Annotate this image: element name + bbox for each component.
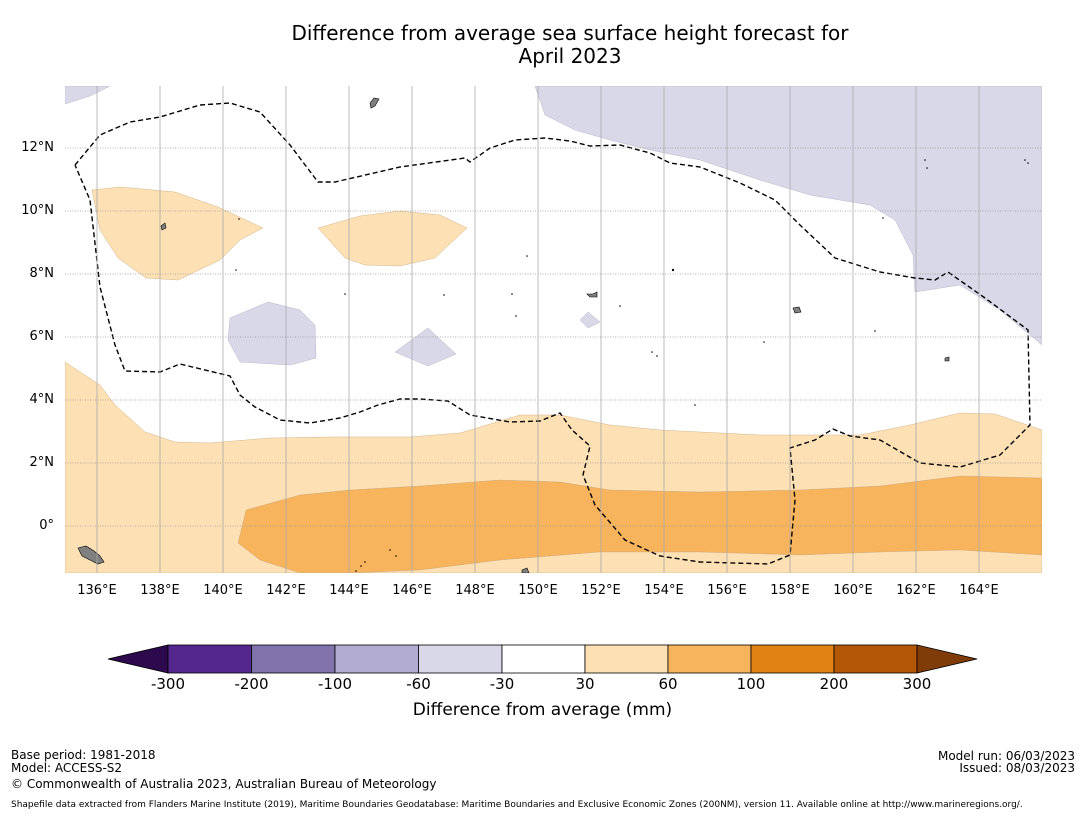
- lon-label-158e: 158°E: [770, 583, 810, 598]
- lon-label-162e: 162°E: [896, 583, 936, 598]
- lon-label-136e: 136°E: [77, 583, 117, 598]
- small-atolls: [235, 159, 1029, 572]
- shapefile-attribution: Shapefile data extracted from Flanders M…: [11, 800, 1023, 810]
- lon-label-148e: 148°E: [455, 583, 495, 598]
- eez-boundary: [74, 102, 1031, 565]
- anomaly-region-minus30-60-northwest: [65, 86, 111, 105]
- lon-label-142e: 142°E: [266, 583, 306, 598]
- anomaly-region-minus30-60-west: [227, 301, 317, 366]
- anomaly-region-30-60-central: [317, 210, 468, 267]
- lat-label-0: 0°: [39, 518, 54, 533]
- model-run-text: Model run: 06/03/2023: [937, 749, 1075, 763]
- colorbar-extend-low: [107, 644, 169, 674]
- colorbar-swatch-1: [167, 644, 252, 674]
- model-text: Model: ACCESS-S2: [11, 761, 123, 775]
- colorbar: [107, 644, 978, 674]
- island-pohnpei: [792, 306, 802, 314]
- copyright-text: © Commonwealth of Australia 2023, Austra…: [11, 777, 437, 791]
- lat-label-10n: 10°N: [21, 203, 54, 218]
- lon-label-150e: 150°E: [518, 583, 558, 598]
- anomaly-region-minus30-60-central: [394, 327, 457, 367]
- colorbar-swatch-2: [251, 644, 336, 674]
- issued-text: Issued: 08/03/2023: [959, 761, 1075, 775]
- title-line-1: Difference from average sea surface heig…: [291, 21, 849, 45]
- lat-label-12n: 12°N: [21, 140, 54, 155]
- lon-label-156e: 156°E: [707, 583, 747, 598]
- colorbar-swatch-8: [750, 644, 835, 674]
- colorbar-tick-100: 100: [736, 675, 766, 693]
- colorbar-tick-minus30: -30: [489, 675, 515, 693]
- meridians: [96, 86, 980, 573]
- base-period-text: Base period: 1981-2018: [11, 748, 156, 762]
- island-guam: [369, 97, 380, 109]
- anomaly-region-30-60-west: [91, 186, 264, 281]
- colorbar-tick-minus300: -300: [150, 675, 186, 693]
- colorbar-tick-minus100: -100: [317, 675, 353, 693]
- colorbar-swatch-9: [833, 644, 918, 674]
- island-palau: [77, 545, 105, 565]
- island-chuuk: [586, 291, 598, 298]
- lon-label-140e: 140°E: [203, 583, 243, 598]
- colorbar-tick-60: 60: [658, 675, 678, 693]
- colorbar-title: Difference from average (mm): [412, 700, 673, 720]
- lon-label-154e: 154°E: [644, 583, 684, 598]
- lat-label-8n: 8°N: [29, 266, 55, 281]
- map-title: Difference from average sea surface heig…: [0, 22, 1085, 68]
- lon-label-146e: 146°E: [392, 583, 432, 598]
- lat-label-4n: 4°N: [29, 392, 55, 407]
- colorbar-tick-200: 200: [819, 675, 849, 693]
- colorbar-swatch-4: [418, 644, 503, 674]
- colorbar-tick-300: 300: [902, 675, 932, 693]
- colorbar-tick-minus200: -200: [234, 675, 269, 693]
- colorbar-tick-minus60: -60: [406, 675, 431, 693]
- colorbar-swatch-7: [667, 644, 752, 674]
- title-line-2: April 2023: [518, 44, 622, 68]
- anomaly-region-minus30-60-small: [579, 311, 601, 329]
- lon-label-138e: 138°E: [140, 583, 180, 598]
- lat-label-6n: 6°N: [29, 329, 55, 344]
- anomaly-region-minus30-60-northeast: [534, 86, 1042, 346]
- colorbar-swatch-3: [334, 644, 419, 674]
- island-kosrae: [944, 356, 950, 362]
- anomaly-region-30-60-south: [65, 361, 1042, 573]
- island-yap: [160, 222, 167, 231]
- lat-label-2n: 2°N: [29, 455, 55, 470]
- forecast-map: [65, 86, 1042, 573]
- lon-label-144e: 144°E: [329, 583, 369, 598]
- island-png-north: [521, 567, 530, 573]
- colorbar-swatch-6: [584, 644, 669, 674]
- gridlines: [65, 147, 1042, 527]
- colorbar-extend-high: [916, 644, 978, 674]
- lon-label-152e: 152°E: [581, 583, 621, 598]
- lon-label-160e: 160°E: [833, 583, 873, 598]
- colorbar-swatch-5: [501, 644, 586, 674]
- lon-label-164e: 164°E: [959, 583, 999, 598]
- colorbar-tick-30: 30: [575, 675, 595, 693]
